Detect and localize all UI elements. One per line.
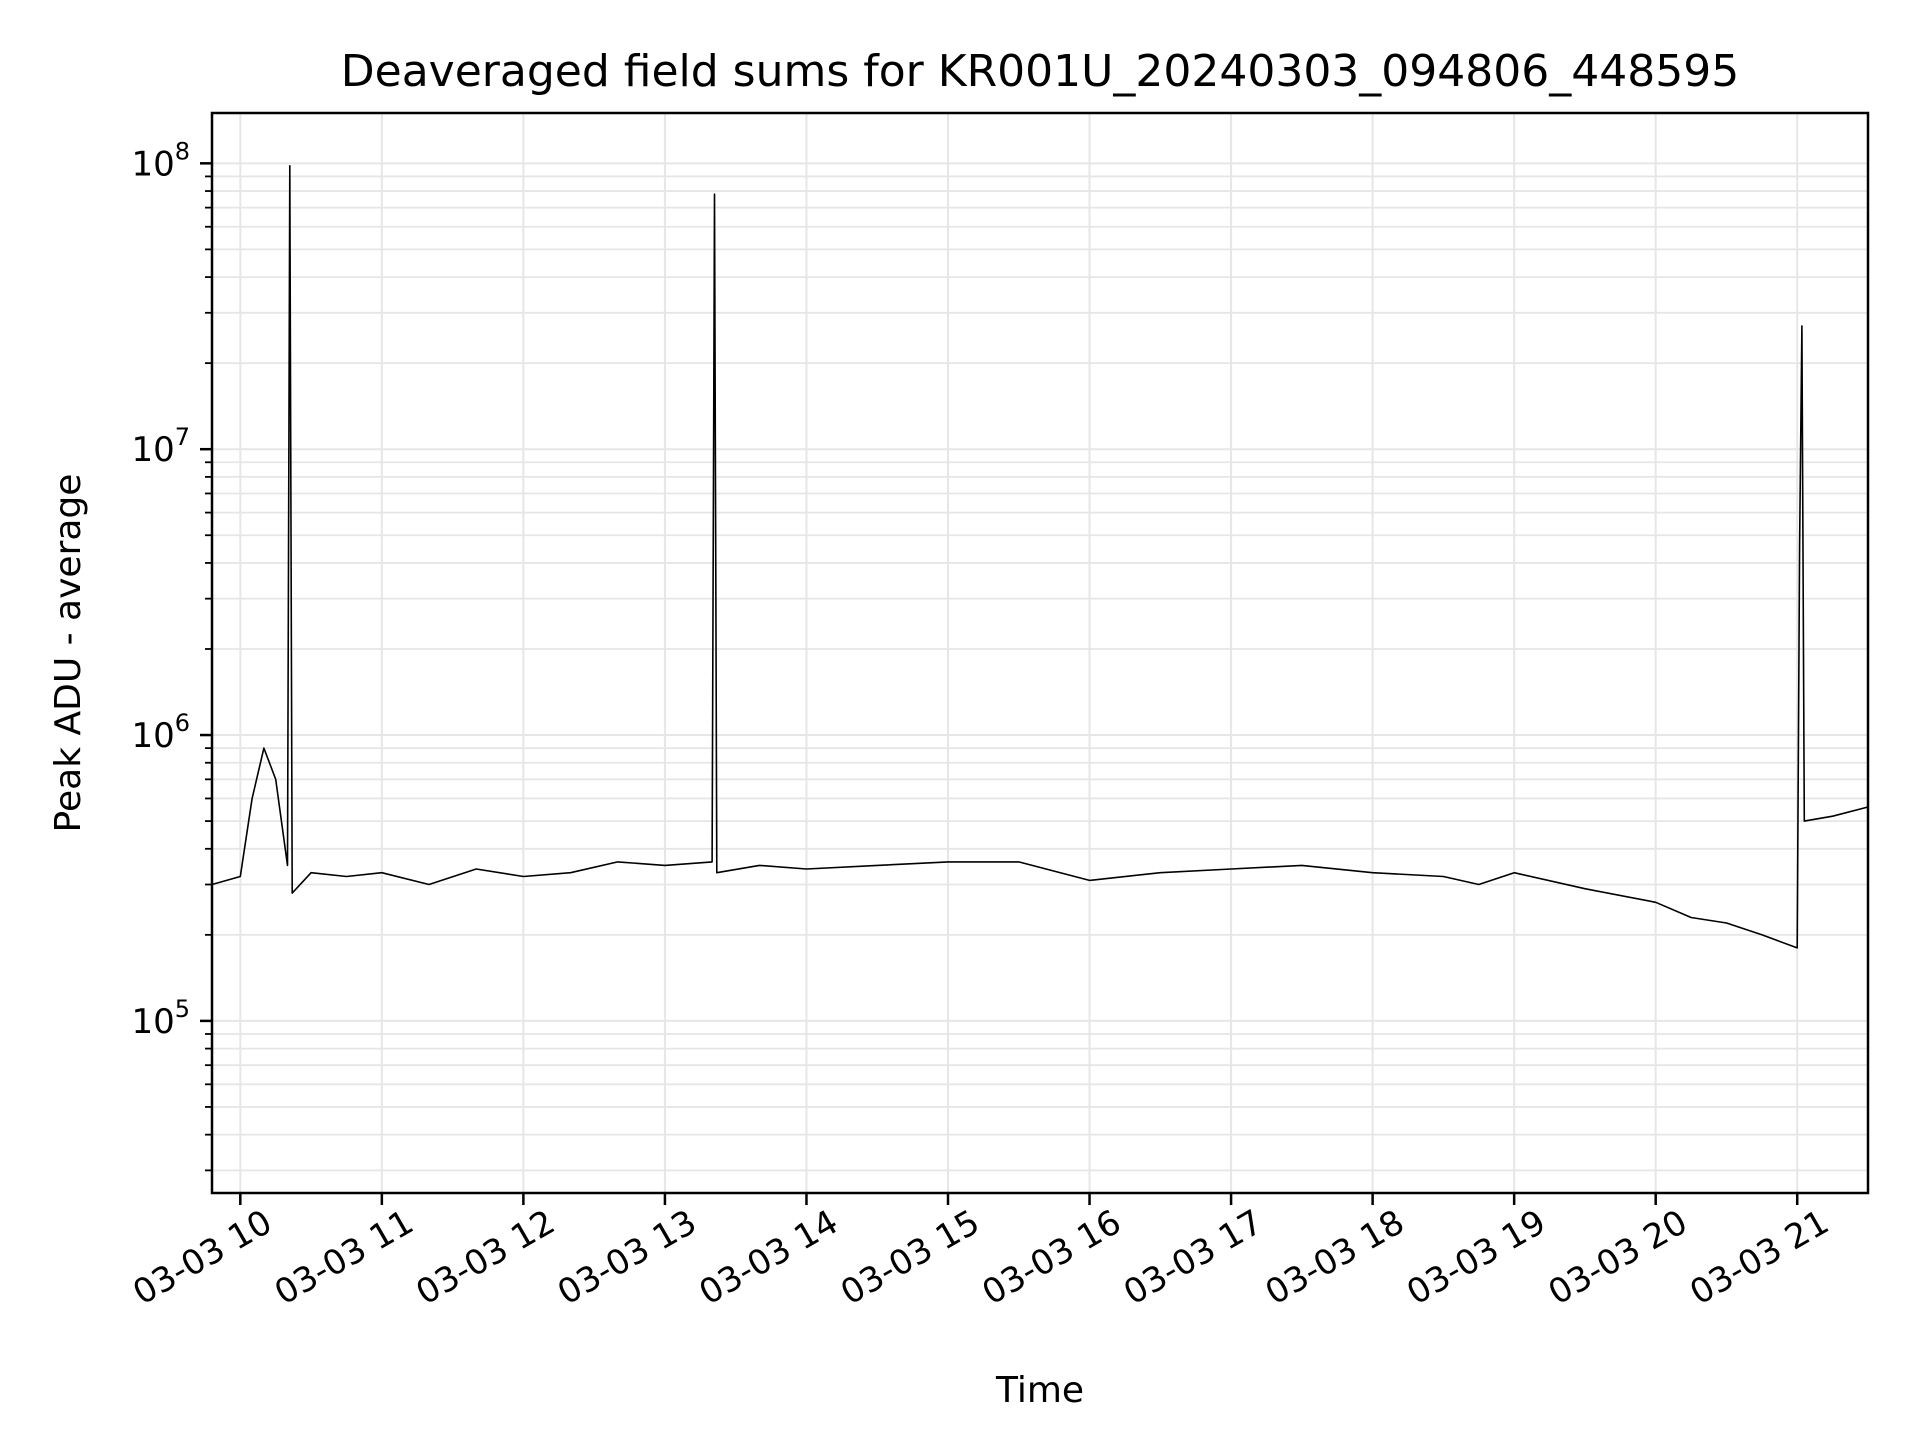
y-tick-label: 106	[131, 709, 190, 756]
plot-frame	[210, 111, 1870, 1195]
x-axis-label: Time	[995, 1370, 1084, 1411]
y-tick-label: 107	[131, 423, 190, 470]
y-axis-label: Peak ADU - average	[48, 474, 89, 833]
series-line	[211, 165, 1869, 949]
chart-title: Deaveraged field sums for KR001U_2024030…	[341, 46, 1739, 97]
grid	[212, 113, 1868, 1193]
y-tick-label: 105	[131, 995, 190, 1042]
y-tick-label: 108	[131, 137, 190, 184]
series-layer	[211, 165, 1869, 949]
